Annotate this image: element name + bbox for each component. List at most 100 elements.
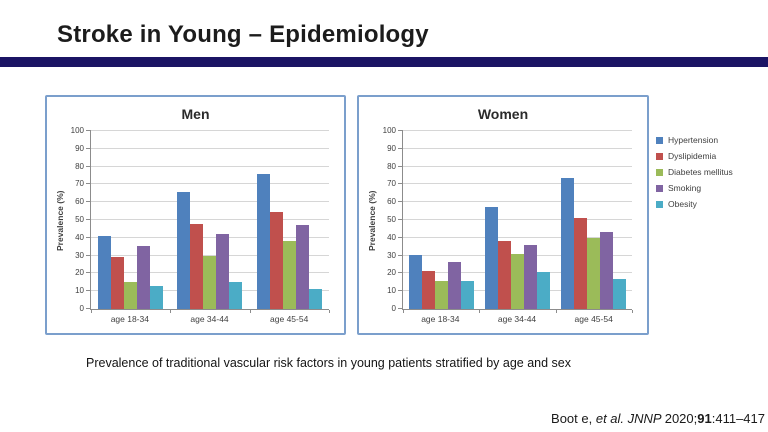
legend-item: Smoking	[656, 183, 733, 193]
y-tick-label: 100	[382, 126, 396, 135]
y-tick-label: 100	[70, 126, 84, 135]
chart-panel-men: Men Prevalence (%) 0 10 20 30 40 50 60 70 80 90 10…	[45, 95, 346, 335]
y-tick-label: 40	[387, 232, 396, 242]
bar-hypertension	[98, 236, 112, 309]
y-tick-label: 40	[75, 232, 84, 242]
legend-swatch-diabetes-mellitus	[656, 168, 663, 176]
slide-title: Stroke in Young – Epidemiology	[57, 21, 429, 48]
legend-label: Diabetes mellitus	[668, 167, 733, 177]
legend-item: Diabetes mellitus	[656, 167, 733, 177]
bar-smoking	[523, 244, 537, 309]
bar-smoking	[600, 231, 614, 309]
y-axis-tick	[86, 165, 91, 167]
legend-swatch-dyslipidemia	[656, 152, 663, 160]
legend-item: Obesity	[656, 199, 733, 209]
y-axis-tick	[398, 147, 403, 149]
bar-obesity	[613, 278, 627, 309]
gridline	[403, 219, 632, 220]
y-tick-label: 0	[79, 304, 84, 313]
y-tick-label: 0	[391, 304, 396, 313]
gridline	[403, 165, 632, 167]
bar-hypertension	[561, 178, 575, 309]
y-axis-tick	[398, 290, 403, 292]
y-axis-tick	[398, 254, 403, 256]
bar-hypertension	[256, 173, 270, 309]
bar-smoking	[216, 234, 230, 309]
gridline	[403, 183, 632, 185]
bar-diabetes-mellitus	[587, 237, 601, 309]
y-axis-tick	[398, 201, 403, 203]
y-tick-label: 70	[387, 179, 396, 189]
bar-diabetes-mellitus	[203, 255, 217, 309]
y-tick-label: 10	[75, 286, 84, 296]
gridline	[91, 165, 329, 167]
bar-diabetes-mellitus	[510, 253, 524, 309]
gridline	[91, 183, 329, 185]
y-tick-label: 90	[75, 143, 84, 153]
x-axis-labels: age 18-34 age 34-44 age 45-54	[90, 314, 329, 324]
bar-smoking	[137, 245, 151, 309]
gridline	[403, 130, 632, 131]
title-divider-bar	[0, 57, 768, 67]
y-axis-tick	[86, 308, 91, 309]
bar-dyslipidemia	[269, 212, 283, 309]
bar-group	[556, 131, 632, 309]
x-axis-tick	[479, 310, 481, 313]
gridline	[403, 236, 632, 238]
y-tick-label: 60	[75, 197, 84, 207]
y-tick-label: 50	[387, 215, 396, 224]
y-tick-label: 20	[75, 268, 84, 278]
y-axis-tick	[86, 272, 91, 274]
y-axis-tick	[86, 130, 91, 131]
chart-title-men: Men	[181, 106, 210, 122]
bar-diabetes-mellitus	[282, 241, 296, 309]
gridline	[91, 254, 329, 256]
x-tick-label: age 45-54	[270, 314, 309, 324]
x-axis-tick	[403, 310, 404, 313]
y-tick-label: 30	[75, 250, 84, 260]
x-tick-label: age 34-44	[497, 314, 537, 324]
y-axis-tick	[86, 236, 91, 238]
bar-diabetes-mellitus	[124, 282, 138, 309]
bar-group	[403, 131, 479, 309]
bar-obesity	[150, 285, 164, 309]
citation-author: Boot e,	[551, 411, 596, 426]
citation-etal-journal: et al. JNNP	[595, 411, 665, 426]
y-axis-tick	[86, 290, 91, 292]
y-axis-tick	[86, 219, 91, 220]
x-axis-tick	[170, 310, 172, 313]
y-tick-label: 10	[387, 286, 396, 296]
y-axis-tick	[398, 308, 403, 309]
bar-groups	[403, 131, 632, 309]
y-axis-tick	[398, 272, 403, 274]
gridline	[91, 236, 329, 238]
bar-hypertension	[484, 206, 498, 309]
y-tick-label: 50	[75, 215, 84, 224]
legend-item: Hypertension	[656, 135, 733, 145]
bar-diabetes-mellitus	[434, 281, 448, 309]
y-axis-tick	[398, 183, 403, 185]
legend-label: Obesity	[668, 199, 697, 209]
chart-panel-women: Women Prevalence (%) 0 10 20 30 40 50 60 70 80 90…	[357, 95, 649, 335]
legend-label: Hypertension	[668, 135, 719, 145]
x-tick-label: age 34-44	[190, 314, 229, 324]
figure-caption: Prevalence of traditional vascular risk …	[86, 356, 571, 370]
bar-dyslipidemia	[190, 223, 204, 309]
legend-label: Smoking	[668, 183, 702, 193]
citation: Boot e, et al. JNNP 2020;91:411–417	[551, 411, 765, 426]
citation-pages: :411–417	[711, 411, 765, 426]
y-axis-label: Prevalence (%)	[367, 190, 377, 251]
gridline	[91, 130, 329, 131]
legend-swatch-smoking	[656, 184, 663, 192]
bar-obesity	[536, 271, 550, 309]
bar-group	[91, 131, 170, 309]
gridline	[91, 219, 329, 220]
y-axis-tick	[86, 147, 91, 149]
citation-volume: 91	[697, 411, 712, 426]
y-axis-tick	[398, 130, 403, 131]
y-tick-label: 70	[75, 179, 84, 189]
y-tick-label: 80	[387, 161, 396, 171]
bar-groups	[91, 131, 329, 309]
y-axis-tick	[86, 183, 91, 185]
